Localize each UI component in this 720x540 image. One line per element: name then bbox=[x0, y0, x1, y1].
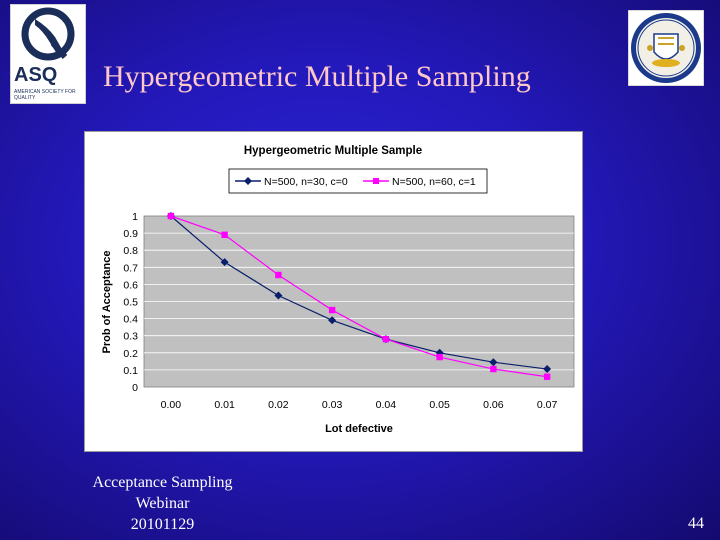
slide-title: Hypergeometric Multiple Sampling bbox=[103, 60, 531, 93]
y-tick-label: 0.9 bbox=[123, 228, 138, 240]
series-2-point bbox=[382, 335, 390, 343]
y-tick-label: 0.5 bbox=[123, 297, 138, 309]
y-tick-label: 0.6 bbox=[123, 279, 138, 291]
series-1-point bbox=[220, 258, 229, 267]
series-2-point bbox=[328, 306, 336, 314]
asq-q-icon bbox=[21, 7, 75, 61]
chart-title: Hypergeometric Multiple Sample bbox=[244, 145, 422, 157]
chart-svg: Hypergeometric Multiple Sample N=500, n=… bbox=[101, 145, 575, 435]
y-axis-label: Prob of Acceptance bbox=[101, 251, 113, 354]
series-1-point bbox=[328, 316, 337, 325]
x-tick-label: 0.05 bbox=[429, 399, 450, 411]
x-tick-label: 0.00 bbox=[161, 399, 182, 411]
series-2-point bbox=[543, 373, 551, 380]
y-tick-label: 0.7 bbox=[123, 262, 138, 274]
y-tick-label: 0 bbox=[132, 382, 138, 394]
seal-icon bbox=[628, 10, 704, 86]
asq-logo-subtext: AMERICAN SOCIETY FOR QUALITY bbox=[14, 89, 76, 101]
x-tick-label: 0.03 bbox=[322, 399, 343, 411]
x-tick-label: 0.04 bbox=[376, 399, 397, 411]
y-tick-label: 0.3 bbox=[123, 331, 138, 343]
legend-marker-series-1 bbox=[244, 177, 252, 185]
x-tick-label: 0.01 bbox=[214, 399, 235, 411]
x-axis-ticks: 0.00 0.01 0.02 0.03 0.04 0.05 0.06 0.07 bbox=[161, 399, 558, 411]
legend-label-series-2: N=500, n=60, c=1 bbox=[392, 176, 476, 188]
series-1-point bbox=[274, 291, 283, 300]
series-line-1 bbox=[170, 215, 548, 370]
legend-box bbox=[228, 168, 488, 194]
asq-logo: ASQ AMERICAN SOCIETY FOR QUALITY bbox=[10, 4, 86, 104]
footer-line-2: Webinar bbox=[135, 495, 190, 512]
series-1-point bbox=[543, 365, 552, 374]
footer-line-1: Acceptance Sampling bbox=[92, 474, 233, 491]
x-axis-label: Lot defective bbox=[325, 423, 393, 435]
series-2-point bbox=[275, 271, 282, 279]
series-2-point bbox=[490, 365, 497, 373]
series-2-point bbox=[167, 212, 175, 220]
y-axis-ticks: 0 0.1 0.2 0.3 0.4 0.5 0.6 0.7 0.8 0.9 1 bbox=[123, 211, 138, 394]
series-1-point bbox=[489, 358, 498, 367]
chart-container: Hypergeometric Multiple Sample N=500, n=… bbox=[84, 131, 583, 452]
x-tick-label: 0.02 bbox=[268, 399, 289, 411]
series-line-2 bbox=[170, 215, 548, 378]
x-tick-label: 0.06 bbox=[483, 399, 504, 411]
x-tick-label: 0.07 bbox=[537, 399, 558, 411]
y-tick-label: 0.4 bbox=[123, 314, 138, 326]
footer-line-3: 20101129 bbox=[130, 516, 195, 533]
series-2-point bbox=[221, 231, 228, 239]
series-2-point bbox=[436, 353, 443, 361]
page-number: 44 bbox=[688, 515, 704, 532]
legend-label-series-1: N=500, n=30, c=0 bbox=[264, 176, 348, 188]
y-tick-label: 0.1 bbox=[123, 365, 138, 377]
legend-marker-series-2 bbox=[373, 178, 379, 184]
y-tick-label: 0.2 bbox=[123, 348, 138, 360]
asq-logo-text: ASQ bbox=[14, 64, 58, 86]
grid-lines bbox=[144, 232, 574, 371]
footer-text: Acceptance Sampling Webinar 20101129 bbox=[70, 472, 255, 535]
y-tick-label: 1 bbox=[132, 211, 138, 223]
series-group bbox=[166, 212, 552, 380]
y-tick-label: 0.8 bbox=[123, 245, 138, 257]
